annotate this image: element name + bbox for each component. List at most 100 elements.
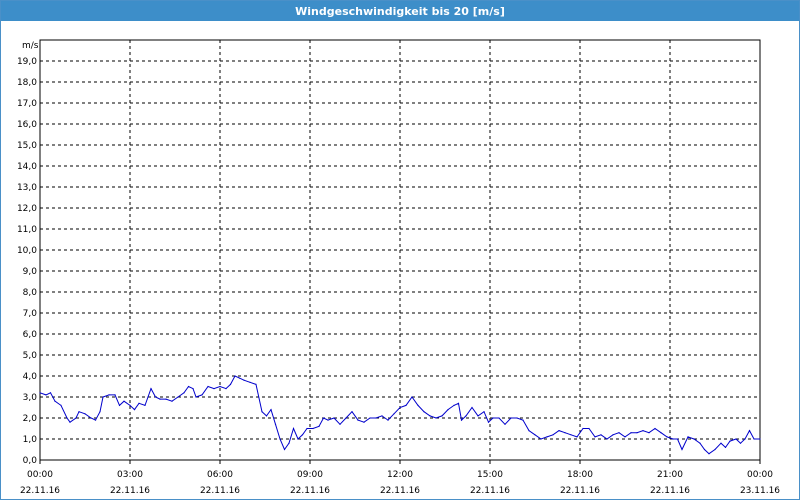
x-tick-time-label: 00:00 bbox=[747, 470, 773, 480]
y-tick-label: 12,0 bbox=[17, 204, 37, 214]
data-point bbox=[288, 442, 290, 444]
data-point bbox=[39, 392, 41, 394]
data-point bbox=[229, 383, 232, 385]
x-tick-time-label: 03:00 bbox=[117, 470, 143, 480]
data-point bbox=[238, 377, 241, 379]
y-tick-label: 3,0 bbox=[23, 393, 38, 403]
data-point bbox=[423, 411, 425, 413]
data-point bbox=[534, 434, 536, 436]
data-point bbox=[369, 417, 371, 419]
data-point bbox=[150, 388, 152, 390]
data-point bbox=[487, 421, 490, 423]
data-point bbox=[94, 419, 97, 421]
y-tick-label: 4,0 bbox=[23, 372, 38, 382]
data-point bbox=[108, 394, 110, 396]
y-tick-labels: 0,0 1,0 2,0 3,0 4,0 5,0 6,0 7,0 8,0 9,0 10,0 11,0 12… bbox=[17, 57, 37, 466]
data-point bbox=[753, 438, 755, 440]
data-point bbox=[192, 388, 194, 390]
x-tick-time-label: 21:00 bbox=[657, 470, 683, 480]
data-point bbox=[570, 434, 572, 436]
data-point bbox=[177, 396, 179, 398]
x-tick-date-label: 23.11.16 bbox=[740, 486, 780, 496]
data-point bbox=[75, 417, 77, 419]
data-point bbox=[522, 419, 524, 421]
y-tick-label: 17,0 bbox=[17, 99, 37, 109]
y-tick-label: 8,0 bbox=[23, 288, 38, 298]
data-point bbox=[138, 402, 140, 404]
data-point bbox=[133, 409, 136, 411]
data-point bbox=[381, 415, 383, 417]
data-point bbox=[699, 442, 701, 444]
x-tick-date-label: 22.11.16 bbox=[380, 486, 420, 496]
data-point bbox=[118, 404, 121, 406]
data-point bbox=[724, 446, 727, 448]
data-point bbox=[582, 427, 584, 430]
data-point bbox=[714, 448, 716, 451]
data-point bbox=[720, 442, 722, 444]
data-point bbox=[129, 404, 131, 406]
data-point bbox=[457, 402, 460, 404]
data-point bbox=[249, 381, 251, 383]
data-point bbox=[744, 438, 746, 440]
y-tick-label: 6,0 bbox=[23, 330, 38, 340]
x-tick-time-label: 15:00 bbox=[477, 470, 503, 480]
data-point bbox=[435, 417, 437, 419]
data-point bbox=[84, 413, 86, 415]
data-point bbox=[739, 442, 742, 444]
data-point bbox=[183, 392, 185, 394]
data-point bbox=[357, 419, 359, 421]
x-tick-date-label: 22.11.16 bbox=[650, 486, 690, 496]
data-point bbox=[279, 438, 281, 440]
y-tick-label: 2,0 bbox=[23, 414, 38, 424]
data-point bbox=[546, 436, 548, 438]
data-point bbox=[99, 411, 101, 413]
data-point bbox=[417, 404, 419, 406]
data-point bbox=[612, 434, 614, 436]
x-tick-date-label: 22.11.16 bbox=[200, 486, 240, 496]
data-point bbox=[429, 415, 431, 417]
x-tick-time-label: 06:00 bbox=[207, 470, 233, 480]
data-point bbox=[292, 427, 295, 430]
data-point bbox=[576, 436, 578, 438]
data-point bbox=[345, 417, 347, 419]
data-point bbox=[219, 385, 221, 388]
data-point bbox=[297, 438, 299, 440]
data-point bbox=[387, 419, 389, 421]
y-tick-label: 7,0 bbox=[23, 309, 38, 319]
data-point bbox=[234, 375, 236, 377]
data-point bbox=[703, 448, 706, 451]
data-point bbox=[274, 423, 277, 425]
data-point bbox=[322, 417, 325, 419]
data-point bbox=[306, 427, 308, 430]
data-point bbox=[411, 396, 413, 398]
data-point bbox=[540, 438, 542, 440]
data-point bbox=[498, 417, 500, 419]
y-tick-label: 18,0 bbox=[17, 78, 37, 88]
data-point bbox=[213, 388, 215, 390]
data-point bbox=[600, 434, 602, 436]
data-point bbox=[681, 448, 683, 451]
data-point bbox=[195, 396, 197, 398]
data-point bbox=[393, 413, 395, 415]
data-point bbox=[453, 404, 455, 406]
data-point bbox=[624, 436, 626, 438]
data-point bbox=[460, 419, 463, 421]
data-point bbox=[318, 425, 320, 427]
series-layer bbox=[39, 375, 761, 455]
data-point bbox=[159, 398, 161, 400]
data-point bbox=[165, 398, 167, 400]
data-point bbox=[552, 434, 554, 436]
y-tick-label: 11,0 bbox=[17, 225, 37, 235]
y-tick-label: 14,0 bbox=[17, 162, 37, 172]
x-tick-time-label: 18:00 bbox=[567, 470, 593, 480]
data-point bbox=[708, 453, 710, 455]
data-point bbox=[504, 423, 506, 425]
y-tick-label: 1,0 bbox=[23, 435, 38, 445]
data-point bbox=[516, 417, 518, 419]
data-point bbox=[594, 436, 596, 438]
data-point bbox=[748, 430, 751, 432]
data-point bbox=[147, 396, 149, 398]
x-tick-labels: 00:00 22.11.16 03:00 22.11.16 06:00 22.11.16 0… bbox=[20, 460, 780, 496]
data-point bbox=[588, 427, 590, 430]
data-point bbox=[672, 438, 674, 440]
